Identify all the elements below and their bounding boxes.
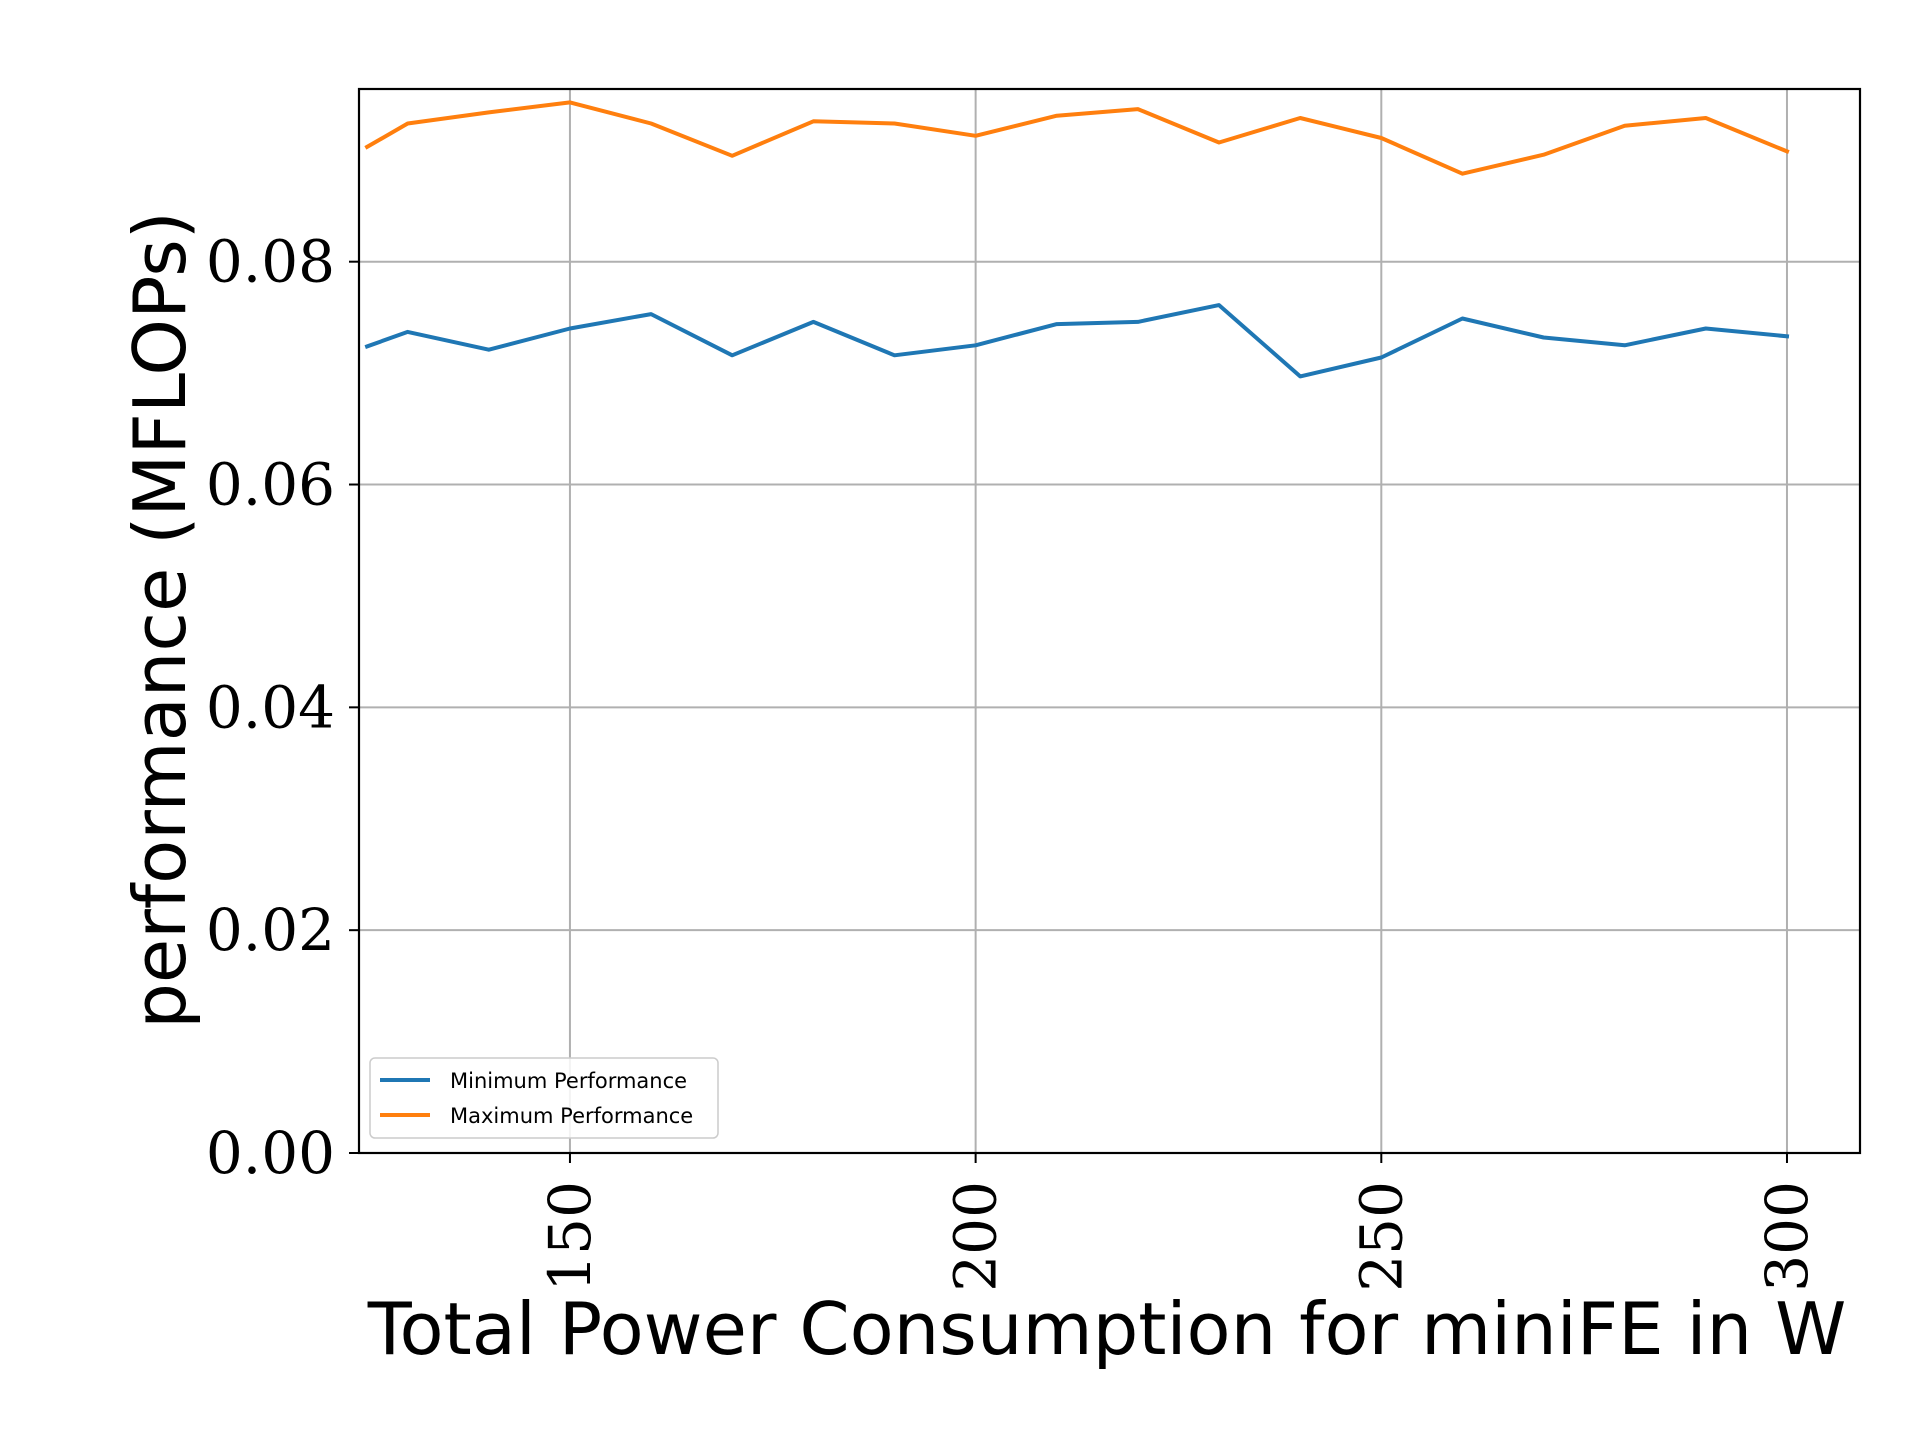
plot-frame	[357, 87, 1862, 1155]
series-line-minimum-performance	[364, 303, 1790, 379]
legend-label-minimum-performance: Minimum Performance	[450, 1069, 687, 1093]
x-tick-label: 150	[536, 1181, 604, 1292]
x-tick-label: 250	[1347, 1181, 1415, 1292]
y-tick-label: 0.00	[206, 1119, 335, 1187]
series-line-maximum-performance	[364, 100, 1790, 176]
legend-box	[369, 1057, 719, 1139]
y-tick-label: 0.06	[206, 451, 335, 519]
legend-label-maximum-performance: Maximum Performance	[450, 1104, 693, 1128]
grid	[359, 89, 1860, 1153]
x-axis-title: Total Power Consumption for miniFE in W	[367, 1287, 1847, 1371]
legend: Minimum Performance Maximum Performance	[369, 1057, 719, 1139]
x-tick-label: 300	[1753, 1181, 1821, 1292]
y-tick-label: 0.02	[206, 896, 335, 964]
x-tick-label: 200	[942, 1181, 1010, 1292]
axis-ticks: 150 200 250 300 0.00 0.02 0.04 0.06 0.08	[206, 228, 1821, 1292]
series-lines	[364, 100, 1790, 379]
y-tick-label: 0.04	[206, 673, 335, 741]
y-tick-label: 0.08	[206, 228, 335, 296]
y-axis-title: performance (MFLOPs)	[118, 211, 202, 1029]
